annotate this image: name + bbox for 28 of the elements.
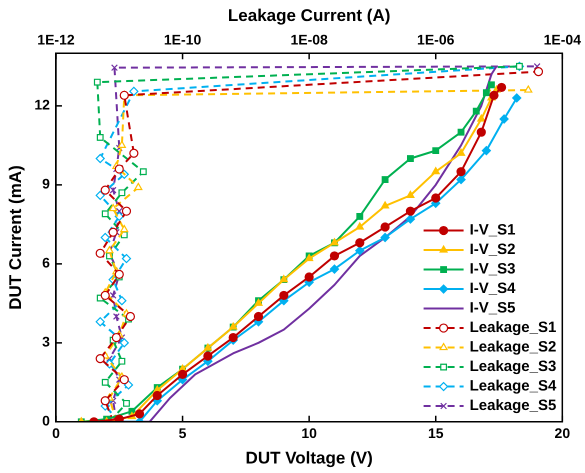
x2-tick-label: 1E-12 bbox=[37, 32, 75, 48]
x-tick-label: 20 bbox=[554, 425, 570, 442]
x-tick-label: 15 bbox=[428, 425, 444, 442]
legend-label: Leakage_S1 bbox=[470, 319, 556, 336]
x-tick-label: 5 bbox=[178, 425, 187, 442]
y-tick-label: 0 bbox=[42, 412, 50, 429]
legend-label: I-V_S1 bbox=[470, 222, 516, 239]
x2-tick-label: 1E-08 bbox=[290, 32, 328, 48]
x2-tick-label: 1E-10 bbox=[164, 32, 202, 48]
legend-label: Leakage_S3 bbox=[470, 358, 556, 376]
x-tick-label: 10 bbox=[301, 425, 318, 442]
y-axis-title: DUT Current (mA) bbox=[6, 165, 25, 310]
legend-label: I-V_S2 bbox=[470, 241, 516, 258]
y-tick-label: 9 bbox=[42, 176, 50, 192]
x-tick-label: 0 bbox=[52, 425, 60, 442]
legend-label: Leakage_S2 bbox=[470, 338, 556, 356]
y-tick-label: 12 bbox=[34, 96, 50, 113]
y-tick-label: 6 bbox=[42, 254, 50, 271]
legend-label: Leakage_S5 bbox=[470, 397, 556, 414]
y-tick-label: 3 bbox=[42, 334, 50, 350]
legend-label: I-V_S5 bbox=[470, 300, 516, 317]
legend-label: Leakage_S4 bbox=[470, 378, 557, 395]
legend-label: I-V_S3 bbox=[470, 260, 516, 278]
x-axis-title: DUT Voltage (V) bbox=[246, 448, 373, 468]
legend-label: I-V_S4 bbox=[470, 280, 516, 298]
x2-tick-label: 1E-04 bbox=[544, 32, 582, 48]
x2-axis-title: Leakage Current (A) bbox=[228, 6, 390, 25]
x2-tick-label: 1E-06 bbox=[417, 32, 455, 48]
